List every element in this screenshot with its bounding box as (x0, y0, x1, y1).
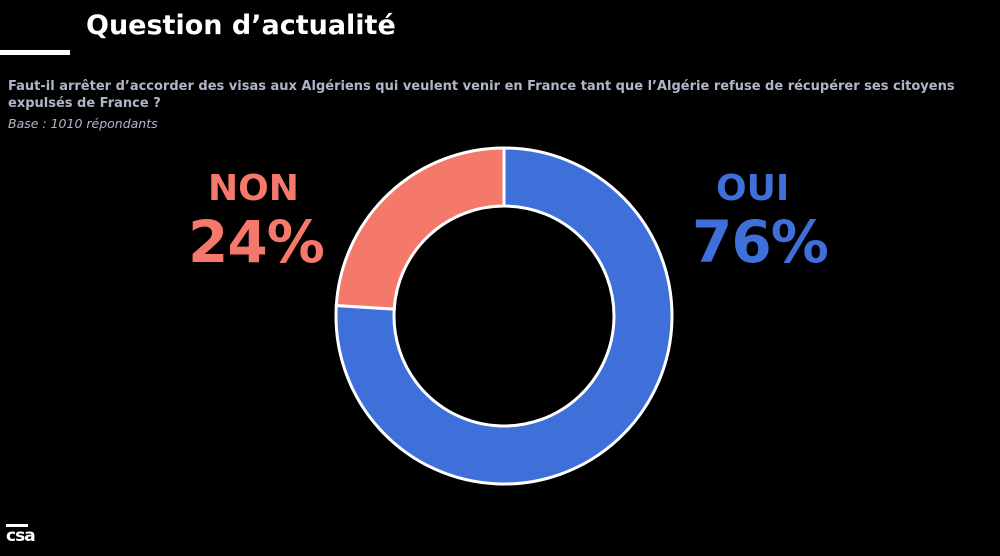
logo-bar (6, 524, 28, 527)
donut-slice-non (334, 146, 506, 311)
title-underline (0, 50, 70, 55)
donut-slice-oui (334, 146, 674, 486)
non-percent: 24% (188, 208, 325, 276)
oui-label: OUI (716, 168, 790, 209)
csa-logo: csa (6, 526, 36, 546)
non-label: NON (208, 168, 299, 209)
sample-base: Base : 1010 répondants (8, 116, 158, 131)
oui-percent: 76% (692, 208, 829, 276)
page-title: Question d’actualité (86, 10, 396, 41)
survey-question: Faut-il arrêter d’accorder des visas aux… (8, 79, 955, 111)
